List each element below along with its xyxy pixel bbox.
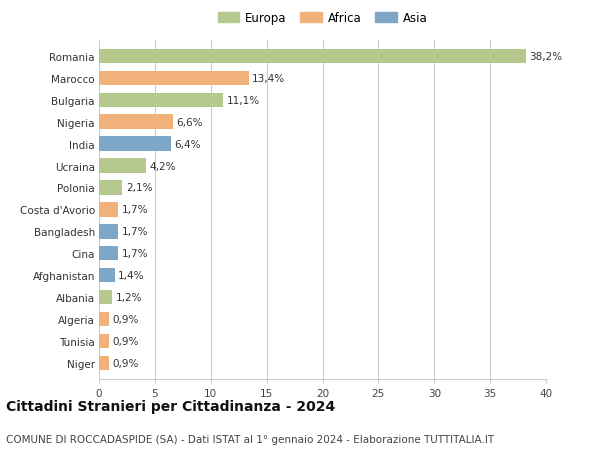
Bar	[99, 181, 122, 195]
Text: 2,1%: 2,1%	[126, 183, 152, 193]
Bar	[99, 291, 112, 305]
Text: 1,7%: 1,7%	[121, 227, 148, 237]
Text: 1,7%: 1,7%	[121, 249, 148, 259]
Bar	[99, 137, 170, 151]
Text: 4,2%: 4,2%	[149, 161, 176, 171]
Bar	[99, 225, 118, 239]
Bar	[99, 50, 526, 64]
Bar	[99, 313, 109, 327]
Bar	[99, 246, 118, 261]
Text: 1,4%: 1,4%	[118, 271, 145, 281]
Bar	[99, 115, 173, 129]
Bar	[99, 269, 115, 283]
Text: Cittadini Stranieri per Cittadinanza - 2024: Cittadini Stranieri per Cittadinanza - 2…	[6, 399, 335, 413]
Bar	[99, 93, 223, 107]
Bar	[99, 159, 146, 174]
Bar	[99, 356, 109, 370]
Text: COMUNE DI ROCCADASPIDE (SA) - Dati ISTAT al 1° gennaio 2024 - Elaborazione TUTTI: COMUNE DI ROCCADASPIDE (SA) - Dati ISTAT…	[6, 434, 494, 444]
Text: 0,9%: 0,9%	[112, 314, 139, 325]
Text: 6,4%: 6,4%	[174, 139, 200, 149]
Bar	[99, 72, 249, 86]
Text: 6,6%: 6,6%	[176, 118, 203, 127]
Bar	[99, 334, 109, 348]
Text: 0,9%: 0,9%	[112, 358, 139, 368]
Text: 13,4%: 13,4%	[252, 73, 285, 84]
Text: 0,9%: 0,9%	[112, 336, 139, 347]
Legend: Europa, Africa, Asia: Europa, Africa, Asia	[214, 9, 431, 28]
Text: 38,2%: 38,2%	[529, 52, 562, 62]
Bar	[99, 203, 118, 217]
Text: 1,2%: 1,2%	[116, 293, 142, 302]
Text: 1,7%: 1,7%	[121, 205, 148, 215]
Text: 11,1%: 11,1%	[226, 95, 260, 106]
